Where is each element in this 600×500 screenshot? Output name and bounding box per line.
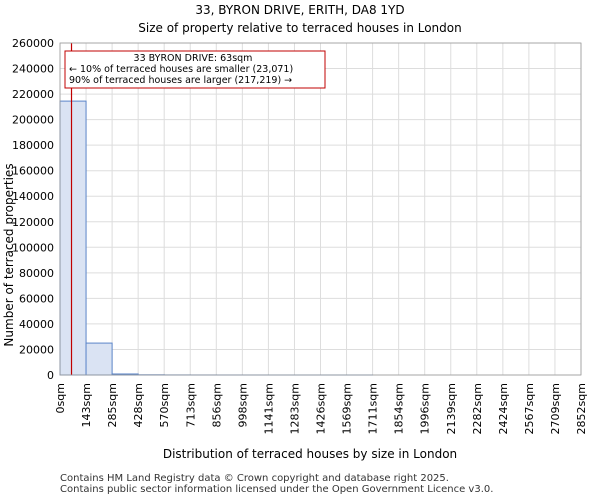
annotation-line-1: 33 BYRON DRIVE: 63sqm: [134, 53, 253, 64]
y-tick-label: 180000: [12, 139, 54, 152]
chart-title: 33, BYRON DRIVE, ERITH, DA8 1YD: [195, 3, 404, 17]
y-tick-label: 60000: [19, 292, 54, 305]
bars: [59, 100, 374, 376]
x-tick-label: 2282sqm: [471, 383, 484, 434]
x-tick-label: 2139sqm: [445, 383, 458, 434]
y-ticks: 0 20000 40000 60000 80000 100000 120000 140000 1…: [12, 37, 54, 382]
x-tick-label: 570sqm: [158, 383, 171, 427]
x-tick-label: 143sqm: [80, 383, 93, 427]
x-tick-label: 2567sqm: [523, 383, 536, 434]
x-tick-label: 428sqm: [132, 383, 145, 427]
chart-subtitle: Size of property relative to terraced ho…: [138, 21, 461, 35]
x-tick-label: 285sqm: [106, 383, 119, 427]
annotation-box: 33 BYRON DRIVE: 63sqm ← 10% of terraced …: [64, 50, 326, 89]
x-tick-label: 2424sqm: [497, 383, 510, 434]
y-tick-label: 80000: [19, 267, 54, 280]
x-tick-label: 2852sqm: [575, 383, 588, 434]
bar-143sqm: [85, 342, 113, 376]
x-axis-label: Distribution of terraced houses by size …: [163, 447, 457, 461]
y-tick-label: 240000: [12, 63, 54, 76]
x-tick-label: 713sqm: [184, 383, 197, 427]
x-tick-label: 1711sqm: [367, 383, 380, 434]
x-tick-label: 1141sqm: [262, 383, 275, 434]
footer-line-1: Contains HM Land Registry data © Crown c…: [60, 473, 449, 484]
y-tick-label: 260000: [12, 37, 54, 50]
footer-line-2: Contains public sector information licen…: [60, 484, 494, 495]
y-axis-label: Number of terraced properties: [2, 163, 16, 346]
annotation-line-2: ← 10% of terraced houses are smaller (23…: [69, 64, 293, 75]
y-tick-label: 200000: [12, 114, 54, 127]
y-tick-label: 40000: [19, 318, 54, 331]
x-tick-label: 998sqm: [236, 383, 249, 427]
y-tick-label: 100000: [12, 241, 54, 254]
grid: [59, 42, 582, 376]
x-tick-label: 1426sqm: [315, 383, 328, 434]
y-tick-label: 0: [47, 369, 54, 382]
x-tick-label: 2709sqm: [549, 383, 562, 434]
x-tick-label: 1854sqm: [393, 383, 406, 434]
x-tick-label: 856sqm: [210, 383, 223, 427]
y-tick-label: 20000: [19, 343, 54, 356]
y-tick-label: 160000: [12, 165, 54, 178]
annotation-line-3: 90% of terraced houses are larger (217,2…: [69, 75, 292, 86]
y-tick-label: 220000: [12, 88, 54, 101]
annotation-frame: [64, 50, 326, 89]
y-tick-label: 140000: [12, 190, 54, 203]
x-tick-label: 1569sqm: [341, 383, 354, 434]
bar-0sqm: [59, 100, 87, 376]
x-tick-label: 1996sqm: [419, 383, 432, 434]
y-tick-label: 120000: [12, 216, 54, 229]
x-tick-label: 1283sqm: [288, 383, 301, 434]
x-tick-label: 0sqm: [54, 383, 67, 413]
x-ticks: 0sqm 143sqm 285sqm 428sqm 570sqm 713sqm 856sqm…: [54, 383, 588, 434]
plot-frame: [59, 42, 582, 376]
